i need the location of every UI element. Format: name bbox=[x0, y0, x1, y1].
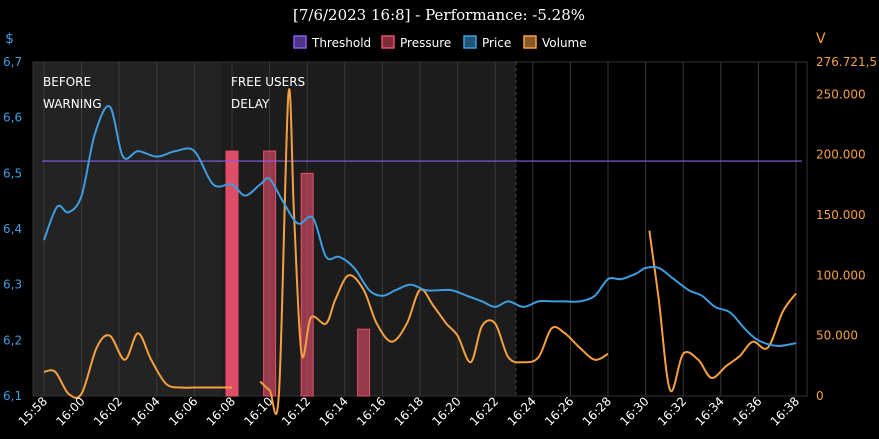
x-tick-label: 16:38 bbox=[768, 394, 802, 428]
pressure-bar bbox=[357, 328, 371, 397]
y-right-tick-label: 200.000 bbox=[816, 148, 866, 162]
chart-title: [7/6/2023 16:8] - Performance: -5.28% bbox=[293, 6, 585, 24]
series-lines bbox=[42, 88, 802, 415]
x-tick-label: 16:18 bbox=[392, 394, 426, 428]
y-right-ticks: 0 50.000 100.000 150.000 200.000 250.000 276.7… bbox=[816, 55, 877, 403]
x-tick-label: 16:14 bbox=[317, 394, 351, 428]
annotation-label: WARNING bbox=[43, 97, 102, 111]
chart-legend: Threshold Pressure Price Volume bbox=[293, 35, 587, 50]
pressure-bars bbox=[225, 150, 371, 397]
legend-swatch-price bbox=[463, 35, 477, 49]
annotations: BEFORE WARNING FREE USERS DELAY bbox=[43, 75, 305, 111]
y-right-tick-label: 50.000 bbox=[816, 329, 858, 343]
x-tick-label: 16:30 bbox=[617, 394, 651, 428]
pressure-bar bbox=[300, 172, 314, 397]
x-ticks: 15:58 16:00 16:02 16:04 16:06 16:08 16:10 16:12… bbox=[16, 394, 802, 428]
x-tick-label: 16:20 bbox=[429, 394, 463, 428]
legend-swatch-threshold bbox=[293, 35, 307, 49]
pressure-bar bbox=[263, 150, 277, 397]
y-right-tick-label: 276.721,5 bbox=[816, 55, 877, 69]
x-tick-label: 16:06 bbox=[166, 394, 200, 428]
y-left-tick-label: 6,7 bbox=[3, 55, 22, 69]
y-left-tick-label: 6,6 bbox=[3, 111, 22, 125]
y-left-tick-label: 6,4 bbox=[3, 222, 22, 236]
y-right-tick-label: 150.000 bbox=[816, 208, 866, 222]
y-right-tick-label: 100.000 bbox=[816, 268, 866, 282]
x-tick-label: 16:34 bbox=[693, 394, 727, 428]
pressure-bar bbox=[225, 150, 239, 397]
x-tick-label: 16:28 bbox=[580, 394, 614, 428]
annotation-label: FREE USERS bbox=[231, 75, 305, 89]
legend-label-volume: Volume bbox=[542, 36, 587, 50]
legend-label-price: Price bbox=[482, 36, 511, 50]
x-tick-label: 16:26 bbox=[542, 394, 576, 428]
x-tick-label: 16:04 bbox=[129, 394, 163, 428]
x-tick-label: 16:10 bbox=[241, 394, 275, 428]
x-tick-label: 16:32 bbox=[655, 394, 689, 428]
x-tick-label: 16:02 bbox=[91, 394, 125, 428]
annotation-label: BEFORE bbox=[43, 75, 91, 89]
y-left-unit: $ bbox=[5, 31, 14, 47]
y-right-tick-label: 0 bbox=[816, 389, 824, 403]
y-left-tick-label: 6,1 bbox=[3, 389, 22, 403]
legend-label-pressure: Pressure bbox=[400, 36, 451, 50]
y-right-unit: V bbox=[816, 31, 826, 47]
legend-swatch-volume bbox=[523, 35, 537, 49]
price-line bbox=[43, 105, 797, 347]
x-tick-label: 16:36 bbox=[730, 394, 764, 428]
y-left-tick-label: 6,2 bbox=[3, 333, 22, 347]
grid bbox=[43, 62, 797, 396]
legend-swatch-pressure bbox=[381, 35, 395, 49]
volume-line bbox=[43, 332, 232, 399]
y-left-tick-label: 6,3 bbox=[3, 278, 22, 292]
x-tick-label: 16:24 bbox=[505, 394, 539, 428]
x-tick-label: 16:16 bbox=[354, 394, 388, 428]
x-tick-label: 16:08 bbox=[204, 394, 238, 428]
x-tick-label: 16:00 bbox=[53, 394, 87, 428]
x-tick-label: 16:22 bbox=[467, 394, 501, 428]
x-tick-label: 16:12 bbox=[279, 394, 313, 428]
volume-line bbox=[648, 230, 797, 393]
y-left-ticks: 6,1 6,2 6,3 6,4 6,5 6,6 6,7 bbox=[3, 55, 22, 403]
annotation-label: DELAY bbox=[231, 97, 270, 111]
y-right-tick-label: 250.000 bbox=[816, 87, 866, 101]
y-left-tick-label: 6,5 bbox=[3, 166, 22, 180]
legend-label-threshold: Threshold bbox=[311, 36, 371, 50]
volume-line bbox=[259, 88, 609, 415]
region-before-warning bbox=[33, 62, 221, 396]
